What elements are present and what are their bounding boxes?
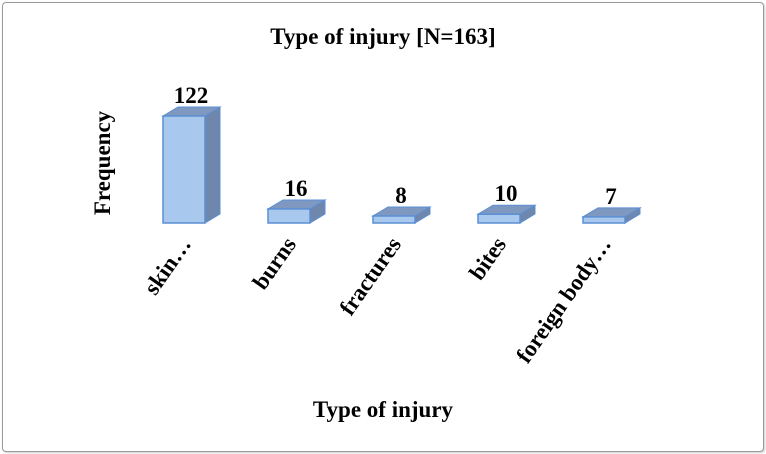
data-label: 10 [495, 181, 518, 206]
data-label: 122 [174, 83, 209, 108]
data-label: 8 [395, 183, 407, 208]
bar [372, 215, 416, 224]
bar [582, 216, 626, 224]
x-tick-label: burns [248, 232, 302, 294]
data-label: 16 [285, 176, 308, 201]
y-axis-label: Frequency [90, 110, 115, 215]
x-tick-label: foreign body… [511, 233, 616, 368]
bar [267, 208, 311, 224]
chart-title: Type of injury [N=163] [270, 24, 495, 49]
x-tick-label: skin… [139, 233, 196, 300]
data-label: 7 [605, 184, 617, 209]
x-tick-label: fractures [335, 232, 407, 319]
bar-side [204, 106, 221, 224]
x-tick-label: bites [464, 232, 511, 284]
bar [162, 115, 206, 224]
bar [477, 213, 521, 224]
x-axis-label: Type of injury [313, 397, 454, 422]
